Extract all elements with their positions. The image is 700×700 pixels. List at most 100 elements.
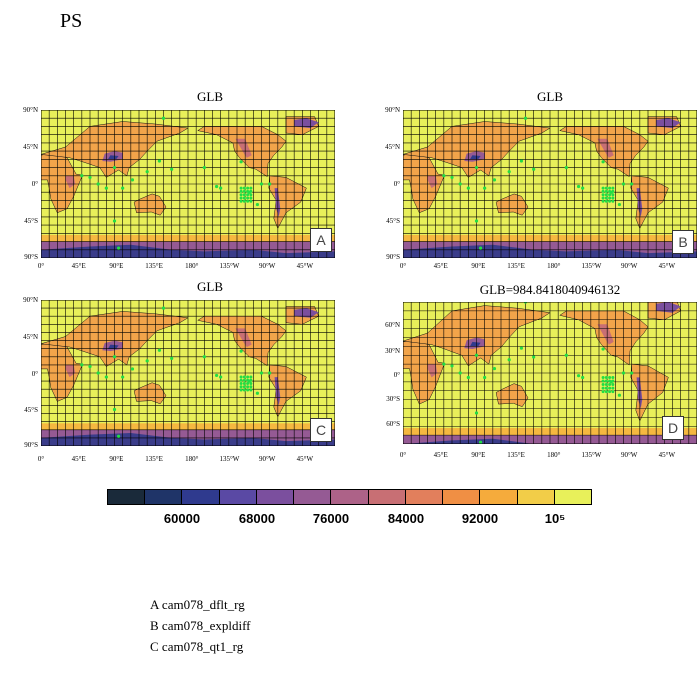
lat-label: 0° [393, 371, 400, 379]
panel-letter: C [310, 418, 332, 442]
lon-label: 90°W [258, 455, 276, 463]
station-marker [239, 375, 243, 379]
station-marker [239, 382, 243, 386]
station-marker [130, 367, 135, 371]
colorbar-label: 60000 [163, 511, 201, 526]
lon-label: 45°E [71, 455, 86, 463]
colorbar-segment [145, 490, 183, 504]
colorbar-label: 84000 [387, 511, 425, 526]
lat-label: 45°N [23, 143, 38, 151]
station-marker [478, 440, 483, 444]
station-marker [145, 359, 149, 363]
station-marker [246, 193, 250, 197]
tibetan-plateau-core [108, 344, 119, 349]
station-marker [219, 186, 223, 190]
station-marker [214, 184, 219, 189]
lon-label: 180° [547, 451, 561, 459]
station-marker [242, 388, 246, 392]
andes [274, 188, 281, 217]
lat-label: 90°S [24, 253, 38, 261]
lat-label: 0° [393, 180, 400, 188]
station-marker [564, 353, 568, 357]
station-marker [581, 375, 585, 380]
station-marker [601, 196, 605, 200]
station-marker [442, 174, 446, 178]
station-marker [507, 358, 511, 362]
lon-label: 90°E [471, 451, 486, 459]
station-marker [112, 355, 117, 359]
lon-label: 45°E [71, 262, 86, 270]
station-marker [601, 386, 605, 390]
station-marker [601, 375, 605, 379]
station-marker [249, 189, 253, 193]
colorbar-segment [443, 490, 481, 504]
greenland-icecap [294, 308, 319, 318]
lon-label: 135°E [145, 455, 163, 463]
station-marker [249, 378, 253, 382]
station-marker [239, 189, 243, 193]
station-marker [601, 160, 605, 164]
station-marker [104, 375, 108, 379]
station-marker [608, 193, 612, 197]
station-marker [523, 116, 528, 120]
panel-title: GLB [197, 279, 223, 294]
colorbar-label: 92000 [461, 511, 499, 526]
station-marker [617, 202, 622, 207]
lon-label: 90°W [258, 262, 276, 270]
station-marker [249, 196, 253, 200]
station-marker [246, 378, 250, 382]
colorbar-label: 76000 [312, 511, 350, 526]
station-marker [202, 355, 206, 359]
station-marker [268, 371, 272, 375]
station-marker [601, 199, 605, 203]
lon-label: 135°E [507, 262, 525, 270]
lon-label: 45°W [296, 262, 314, 270]
station-marker [145, 170, 149, 174]
rocky-mountains [597, 324, 614, 345]
legend-entry-a: A cam078_dflt_rg [150, 597, 245, 612]
station-marker [157, 159, 162, 163]
lon-label: 180° [547, 262, 561, 270]
station-marker [604, 379, 608, 383]
station-marker [116, 246, 121, 250]
continent [495, 193, 529, 216]
station-marker [246, 186, 250, 190]
station-marker [239, 385, 243, 389]
lat-label: 30°N [385, 347, 400, 355]
station-marker [246, 388, 250, 392]
lat-label: 45°S [24, 406, 38, 414]
station-marker [214, 373, 219, 378]
greenland-icecap [656, 302, 681, 313]
station-marker [576, 184, 581, 189]
station-marker [532, 355, 536, 359]
station-marker [259, 182, 264, 186]
station-marker [458, 182, 462, 186]
station-marker [483, 375, 487, 380]
station-marker [458, 371, 462, 375]
station-marker [242, 189, 246, 193]
station-marker [268, 182, 272, 186]
station-marker [621, 371, 626, 375]
colorbar-segment [219, 490, 257, 504]
colorbar-segment [331, 490, 369, 504]
station-marker [112, 407, 117, 412]
colorbar-segment [480, 490, 518, 504]
station-marker [239, 199, 243, 203]
station-marker [601, 189, 605, 193]
panel-letter: A [310, 228, 332, 252]
station-marker [601, 186, 605, 190]
station-marker [604, 196, 608, 200]
station-marker [601, 347, 605, 351]
lon-label: 45°E [433, 262, 448, 270]
station-marker [608, 379, 612, 383]
station-marker [242, 382, 246, 386]
legend-entry-c: C cam078_qt1_rg [150, 639, 244, 654]
station-marker [492, 178, 497, 182]
lon-label: 135°W [219, 455, 240, 463]
station-marker [611, 186, 615, 190]
rocky-mountains [235, 328, 252, 347]
station-marker [611, 375, 615, 379]
lon-label: 135°W [219, 262, 240, 270]
station-marker [80, 174, 84, 178]
lat-label: 45°S [24, 217, 38, 225]
